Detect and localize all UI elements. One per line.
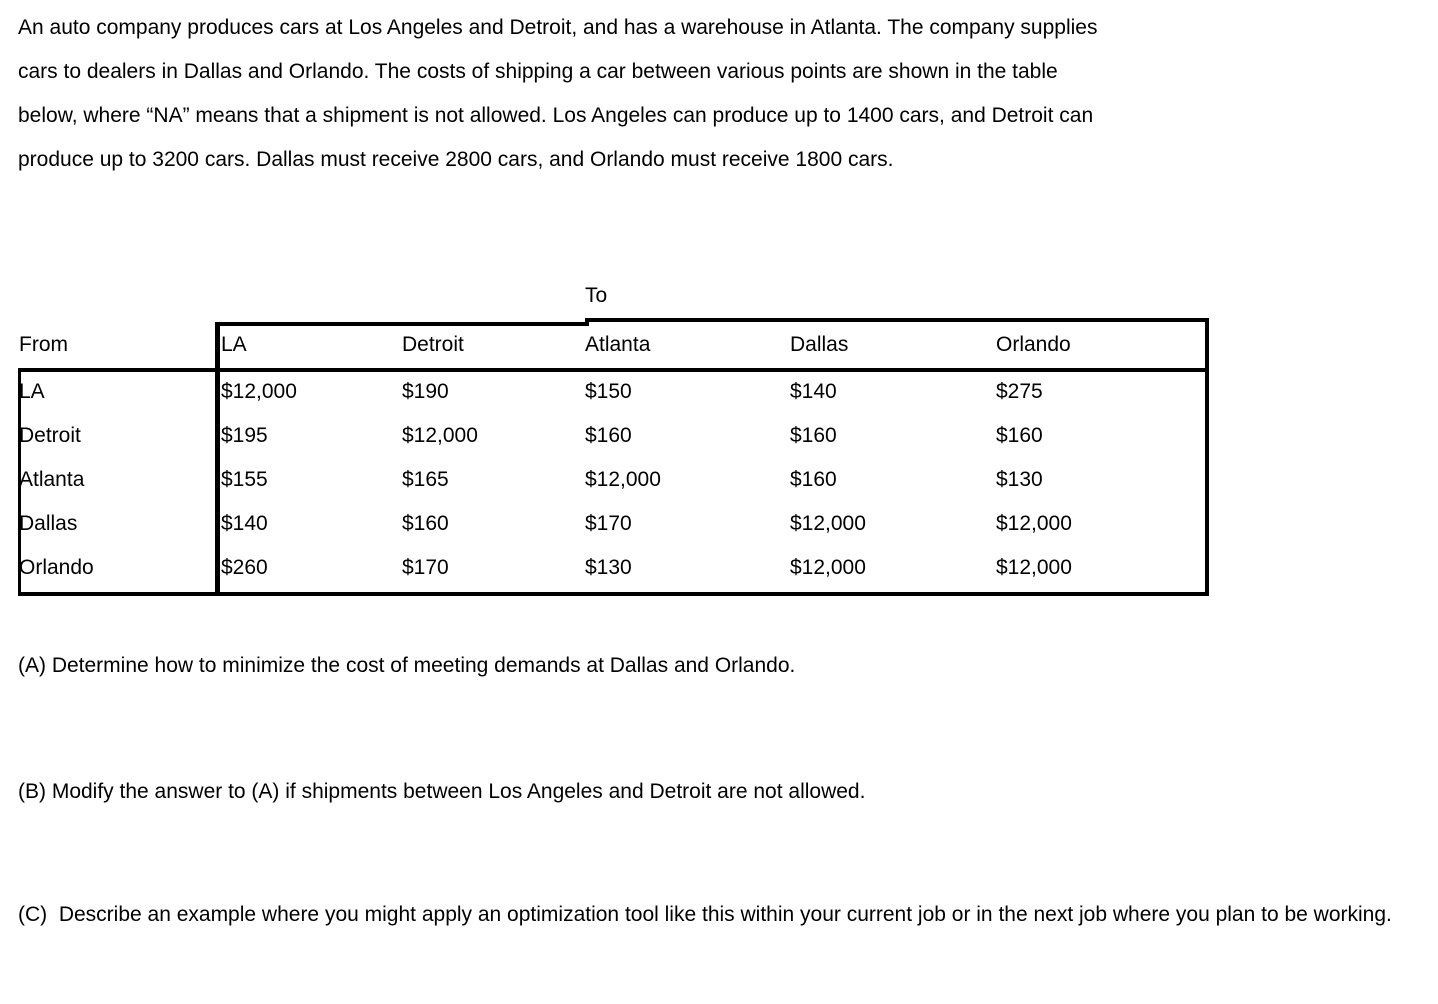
table-top-border: [215, 322, 589, 326]
table-cell: $275: [996, 380, 1043, 403]
row-label: Orlando: [19, 556, 94, 579]
table-from-column-separator: [215, 322, 220, 596]
table-cell: $190: [402, 380, 449, 403]
row-label: Dallas: [19, 512, 78, 535]
table-header-atlanta: Atlanta: [585, 333, 651, 356]
table-cell: $140: [221, 512, 268, 535]
table-cell: $12,000: [790, 556, 866, 579]
table-cell: $12,000: [402, 424, 478, 447]
table-header-detroit: Detroit: [402, 333, 464, 356]
table-cell: $160: [790, 424, 837, 447]
problem-statement-line-4: produce up to 3200 cars. Dallas must rec…: [18, 148, 894, 171]
question-a: (A) Determine how to minimize the cost o…: [18, 654, 796, 677]
table-cell: $130: [996, 468, 1043, 491]
table-left-border: [18, 368, 21, 596]
table-header-orlando: Orlando: [996, 333, 1071, 356]
table-header-separator-rule: [18, 368, 1209, 372]
table-cell: $170: [402, 556, 449, 579]
table-cell: $160: [790, 468, 837, 491]
row-label: Detroit: [19, 424, 81, 447]
table-row-atlanta: Atlanta $155 $165 $12,000 $160 $130: [0, 458, 1438, 502]
table-right-border: [1205, 318, 1209, 596]
table-to-label: To: [585, 284, 608, 307]
table-header-dallas: Dallas: [790, 333, 849, 356]
table-row-la: LA $12,000 $190 $150 $140 $275: [0, 370, 1438, 414]
table-cell: $12,000: [221, 380, 297, 403]
table-cell: $12,000: [585, 468, 661, 491]
table-cell: $160: [585, 424, 632, 447]
problem-statement-line-3: below, where “NA” means that a shipment …: [18, 104, 1094, 127]
table-cell: $155: [221, 468, 268, 491]
table-cell: $140: [790, 380, 837, 403]
problem-statement-line-2: cars to dealers in Dallas and Orlando. T…: [18, 60, 1058, 83]
table-cell: $130: [585, 556, 632, 579]
table-cell: $195: [221, 424, 268, 447]
table-bottom-border: [18, 592, 1209, 596]
row-label: LA: [19, 380, 45, 403]
table-row-detroit: Detroit $195 $12,000 $160 $160 $160: [0, 414, 1438, 458]
table-to-underline-rule: [585, 318, 1209, 322]
table-cell: $165: [402, 468, 449, 491]
problem-statement: An auto company produces cars at Los Ang…: [18, 6, 1097, 182]
table-row-dallas: Dallas $140 $160 $170 $12,000 $12,000: [0, 502, 1438, 546]
table-row-orlando: Orlando $260 $170 $130 $12,000 $12,000: [0, 546, 1438, 590]
table-cell: $12,000: [996, 512, 1072, 535]
question-c: (C) Describe an example where you might …: [18, 903, 1392, 926]
row-label: Atlanta: [19, 468, 85, 491]
table-cell: $12,000: [996, 556, 1072, 579]
table-header-from: From: [19, 333, 68, 356]
table-cell: $170: [585, 512, 632, 535]
table-cell: $160: [402, 512, 449, 535]
table-header-la: LA: [221, 333, 247, 356]
table-cell: $150: [585, 380, 632, 403]
table-cell: $12,000: [790, 512, 866, 535]
table-header-row: From LA Detroit Atlanta Dallas Orlando: [0, 322, 1438, 368]
question-b: (B) Modify the answer to (A) if shipment…: [18, 780, 866, 803]
table-cell: $260: [221, 556, 268, 579]
problem-statement-line-1: An auto company produces cars at Los Ang…: [18, 16, 1098, 39]
table-cell: $160: [996, 424, 1043, 447]
